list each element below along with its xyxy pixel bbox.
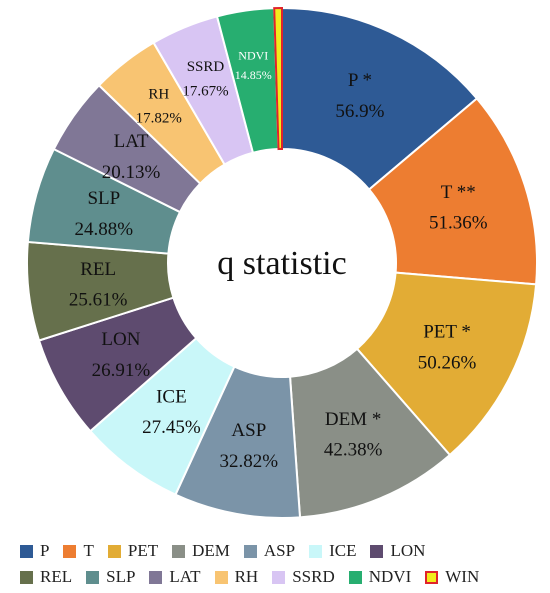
legend-swatch-lat xyxy=(149,570,163,584)
slice-label-ice: ICE 27.45% xyxy=(142,386,201,438)
slice-value-label-dem: 42.38% xyxy=(324,440,383,461)
legend-item-pet: PET xyxy=(107,541,159,561)
legend-row: P T PET DEM ASP ICE LON xyxy=(20,538,545,564)
slice-name-label-ssrd: SSRD xyxy=(187,59,225,75)
slice-pet xyxy=(355,271,538,457)
slice-name-label-p: P * xyxy=(348,70,372,91)
slice-value-label-ssrd: 17.67% xyxy=(182,83,228,99)
legend-swatch-t xyxy=(63,544,77,558)
legend-item-p: P xyxy=(20,541,49,561)
slice-name-label-asp: ASP xyxy=(231,420,266,441)
legend-swatch-dem xyxy=(172,544,186,558)
legend-swatch-slp xyxy=(86,570,100,584)
legend-label-lat: LAT xyxy=(169,567,201,586)
slice-name-label-rh: RH xyxy=(148,86,169,102)
slice-label-p: P * 56.9% xyxy=(335,70,384,122)
slice-label-pet: PET * 50.26% xyxy=(418,322,477,374)
slice-name-label-ndvi: NDVI xyxy=(238,48,268,62)
legend-label-t: T xyxy=(83,541,94,560)
slice-name-label-slp: SLP xyxy=(87,188,120,209)
legend-label-rel: REL xyxy=(40,567,73,586)
slice-label-ssrd: SSRD 17.67% xyxy=(182,59,228,99)
legend-label-dem: DEM xyxy=(192,541,230,560)
legend-item-ice: ICE xyxy=(309,541,356,561)
legend-swatch-p xyxy=(20,544,33,558)
slice-name-label-lon: LON xyxy=(101,329,140,350)
legend-swatch-win xyxy=(425,570,439,584)
legend-label-slp: SLP xyxy=(106,567,136,586)
slice-value-label-ndvi: 14.85% xyxy=(235,68,272,82)
legend-label-pet: PET xyxy=(127,541,159,560)
legend-label-asp: ASP xyxy=(263,541,296,560)
slice-value-label-lon: 26.91% xyxy=(92,360,151,381)
slice-value-label-t: 51.36% xyxy=(429,213,488,234)
slice-name-label-dem: DEM * xyxy=(325,409,381,430)
legend-item-dem: DEM xyxy=(172,541,230,561)
donut-chart: P * 56.9% T ** 51.36% PET * 50.26% DEM * 42.38%… xyxy=(26,6,538,519)
legend-item-ndvi: NDVI xyxy=(348,567,412,587)
legend-swatch-ice xyxy=(309,544,323,558)
slice-value-label-asp: 32.82% xyxy=(220,451,279,472)
legend-label-lon: LON xyxy=(390,541,426,560)
donut-slices xyxy=(26,6,538,519)
legend-item-rel: REL xyxy=(20,567,72,587)
slice-label-ndvi: NDVI 14.85% xyxy=(235,48,272,81)
slice-label-lon: LON 26.91% xyxy=(92,329,151,381)
slice-value-label-ice: 27.45% xyxy=(142,417,201,438)
slice-p xyxy=(281,6,479,191)
slice-value-label-rel: 25.61% xyxy=(69,290,128,311)
slice-t xyxy=(367,97,538,286)
slice-label-slp: SLP 24.88% xyxy=(75,188,134,240)
slice-label-rel: REL 25.61% xyxy=(69,259,128,311)
slice-value-label-lat: 20.13% xyxy=(102,162,161,183)
legend-swatch-rh xyxy=(214,570,228,584)
slice-name-label-lat: LAT xyxy=(114,131,149,152)
slice-name-label-rel: REL xyxy=(80,259,116,280)
legend-item-asp: ASP xyxy=(243,541,296,561)
legend-swatch-ssrd xyxy=(272,570,286,584)
legend-item-lat: LAT xyxy=(149,567,201,587)
legend-label-p: P xyxy=(40,541,50,560)
slice-value-label-p: 56.9% xyxy=(335,101,384,122)
legend-label-ndvi: NDVI xyxy=(368,567,412,586)
legend-item-rh: RH xyxy=(214,567,259,587)
slice-name-label-pet: PET * xyxy=(423,322,471,343)
legend-item-lon: LON xyxy=(370,541,425,561)
slice-label-asp: ASP 32.82% xyxy=(220,420,279,472)
legend: P T PET DEM ASP ICE LON REL SLP LAT RH SSRD NDVI WIN xyxy=(20,538,545,590)
legend-swatch-ndvi xyxy=(348,570,362,584)
slice-win xyxy=(273,6,283,151)
legend-item-t: T xyxy=(63,541,94,561)
slice-value-label-rh: 17.82% xyxy=(136,111,182,127)
legend-label-rh: RH xyxy=(234,567,259,586)
slice-name-label-ice: ICE xyxy=(156,386,187,407)
legend-swatch-lon xyxy=(370,544,384,558)
slice-label-dem: DEM * 42.38% xyxy=(324,409,383,461)
slice-labels: P * 56.9% T ** 51.36% PET * 50.26% DEM * 42.38%… xyxy=(69,48,488,471)
legend-swatch-rel xyxy=(20,570,33,584)
legend-swatch-pet xyxy=(107,544,121,558)
slice-label-lat: LAT 20.13% xyxy=(102,131,161,183)
slice-label-rh: RH 17.82% xyxy=(136,86,182,126)
slice-value-label-pet: 50.26% xyxy=(418,352,477,373)
legend-swatch-asp xyxy=(243,544,257,558)
slice-value-label-slp: 24.88% xyxy=(75,219,134,240)
center-label: q statistic xyxy=(217,245,346,282)
slice-label-t: T ** 51.36% xyxy=(429,182,488,234)
legend-item-win: WIN xyxy=(425,567,479,587)
legend-label-ice: ICE xyxy=(329,541,357,560)
slice-name-label-t: T ** xyxy=(441,182,476,203)
legend-item-slp: SLP xyxy=(86,567,135,587)
legend-label-win: WIN xyxy=(445,567,480,586)
legend-item-ssrd: SSRD xyxy=(272,567,335,587)
legend-label-ssrd: SSRD xyxy=(292,567,335,586)
legend-row: REL SLP LAT RH SSRD NDVI WIN xyxy=(20,564,545,590)
